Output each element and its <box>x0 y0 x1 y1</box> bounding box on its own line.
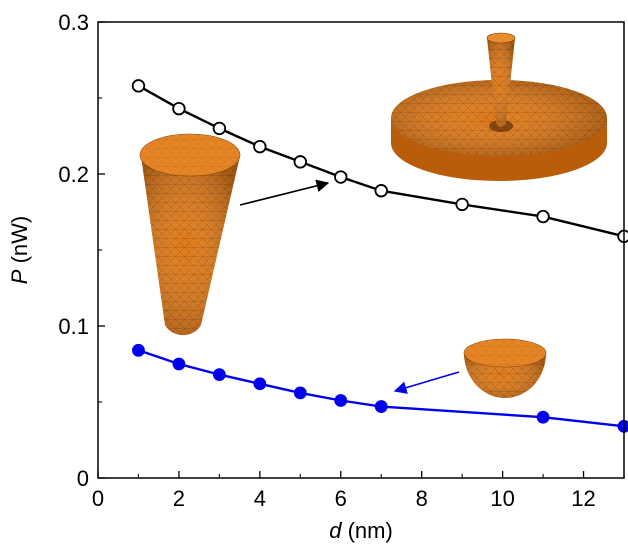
x-axis-var: d <box>329 518 342 543</box>
cone-tip-icon <box>139 133 241 336</box>
x-axis-label: d (nm) <box>329 518 393 543</box>
series-2-point <box>536 410 550 424</box>
hemisphere-icon <box>463 338 547 398</box>
x-tick-label: 2 <box>173 486 185 511</box>
series-1-point <box>172 101 186 116</box>
series-2-point <box>374 400 388 413</box>
x-tick-label: 6 <box>335 486 347 511</box>
series-1-point <box>334 170 348 184</box>
y-tick-label: 0 <box>77 466 89 491</box>
inset-hemisphere <box>463 338 547 398</box>
x-tick-label: 4 <box>254 486 266 511</box>
series-2-point <box>253 377 267 391</box>
series-1-point <box>212 121 227 136</box>
y-tick-label: 0.3 <box>58 10 89 35</box>
tick-layer: 0 2 4 6 8 10 12 0 0.1 0.2 0.3 <box>58 10 625 511</box>
x-axis-unit: (nm) <box>341 518 392 543</box>
series-1-line <box>137 84 625 238</box>
y-axis-label: P (nW) <box>7 216 32 284</box>
y-tick-label: 0.2 <box>58 162 89 187</box>
series-2-point <box>132 343 145 357</box>
series-1-point <box>293 155 308 169</box>
inset-cone-on-disk <box>391 32 607 181</box>
series-2-point <box>293 386 307 400</box>
y-axis-unit: (nW) <box>7 216 32 270</box>
y-axis-var: P <box>7 269 32 284</box>
x-tick-label: 12 <box>571 486 595 511</box>
series-1-point <box>617 229 628 244</box>
series-2-point <box>172 357 186 371</box>
series-1-point <box>455 197 469 212</box>
y-tick-label: 0.1 <box>58 314 89 339</box>
series-1-point <box>253 139 267 154</box>
inset-cone <box>139 133 241 336</box>
series-2-line <box>138 349 625 428</box>
series-layer <box>131 79 628 433</box>
series-2-point <box>334 394 348 407</box>
series-1-point <box>374 184 388 198</box>
series-1-point <box>131 79 146 93</box>
series-1-point <box>536 209 550 224</box>
x-tick-label: 0 <box>92 486 104 511</box>
x-tick-label: 10 <box>490 486 514 511</box>
series-2-point <box>212 368 226 382</box>
arrow-to-blue-series <box>393 371 460 394</box>
cone-tip-on-disk-icon <box>391 32 607 181</box>
x-tick-label: 8 <box>416 486 428 511</box>
arrow-to-black-series <box>239 179 330 206</box>
